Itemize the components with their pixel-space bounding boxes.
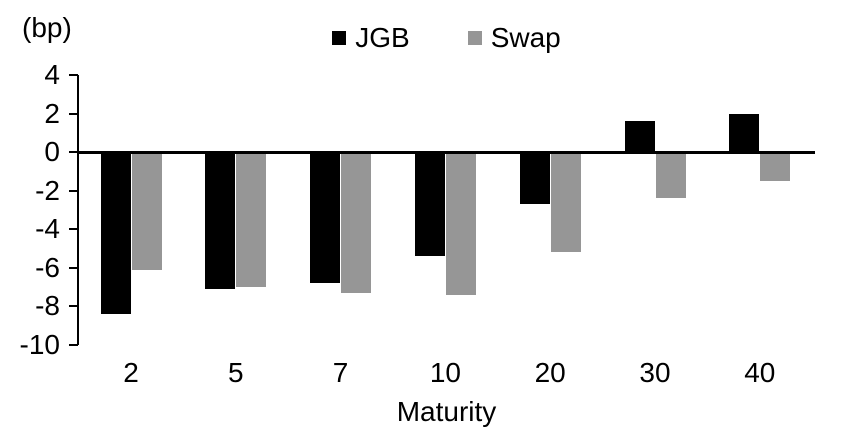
legend-swatch-swap xyxy=(467,31,482,45)
y-tick xyxy=(69,344,78,346)
bar-swap-7 xyxy=(341,152,372,293)
bar-jgb-2 xyxy=(100,152,131,315)
bar-jgb-7 xyxy=(310,152,341,284)
legend-item-swap: Swap xyxy=(467,22,561,54)
y-tick xyxy=(69,228,78,231)
x-axis-tick-labels: 2 5 7 10 20 30 40 xyxy=(78,357,815,389)
bar-jgb-5 xyxy=(205,152,236,290)
bar-swap-20 xyxy=(550,152,581,253)
y-tick xyxy=(69,189,78,192)
x-tick-label-2: 2 xyxy=(123,357,139,388)
y-tick xyxy=(69,112,78,115)
y-tick-label: -10 xyxy=(19,329,60,360)
bar-jgb-20 xyxy=(519,152,550,205)
y-axis-tick-labels: 4 2 0 -2 -4 -6 -8 -10 xyxy=(0,61,60,359)
y-axis-line xyxy=(77,75,79,345)
x-tick-label-30: 30 xyxy=(639,357,671,388)
legend-label-jgb: JGB xyxy=(355,22,410,53)
y-tick xyxy=(69,151,78,154)
y-tick-label: -4 xyxy=(35,213,60,245)
y-tick-label: 4 xyxy=(44,59,60,90)
plot-area xyxy=(69,74,815,346)
y-tick xyxy=(69,74,78,76)
bar-jgb-30 xyxy=(624,121,655,153)
x-tick-label-20: 20 xyxy=(534,357,566,388)
bar-swap-2 xyxy=(131,152,162,270)
bar-swap-30 xyxy=(655,152,686,199)
x-tick-label-7: 7 xyxy=(332,357,349,388)
y-axis-unit-label: (bp) xyxy=(22,12,72,43)
y-tick-label: -6 xyxy=(35,251,60,283)
legend-item-jgb: JGB xyxy=(332,22,410,54)
bar-swap-5 xyxy=(236,152,267,288)
legend: JGB Swap xyxy=(78,22,815,54)
bar-swap-40 xyxy=(760,152,791,182)
y-tick xyxy=(69,305,78,308)
y-tick-label: -8 xyxy=(35,290,60,322)
zero-axis-line xyxy=(77,150,815,154)
y-tick-label: 2 xyxy=(44,97,60,129)
legend-swatch-jgb xyxy=(332,31,347,45)
x-tick-label-40: 40 xyxy=(744,357,776,388)
y-tick-label: -2 xyxy=(35,174,60,206)
bar-jgb-40 xyxy=(729,113,760,153)
y-tick-label: 0 xyxy=(44,136,60,168)
x-tick-label-10: 10 xyxy=(429,357,461,388)
x-tick-label-5: 5 xyxy=(228,357,244,388)
bar-jgb-10 xyxy=(414,152,445,257)
y-tick xyxy=(69,266,78,269)
legend-label-swap: Swap xyxy=(490,22,561,53)
x-axis-title: Maturity xyxy=(396,396,497,427)
bar-swap-10 xyxy=(445,152,476,295)
